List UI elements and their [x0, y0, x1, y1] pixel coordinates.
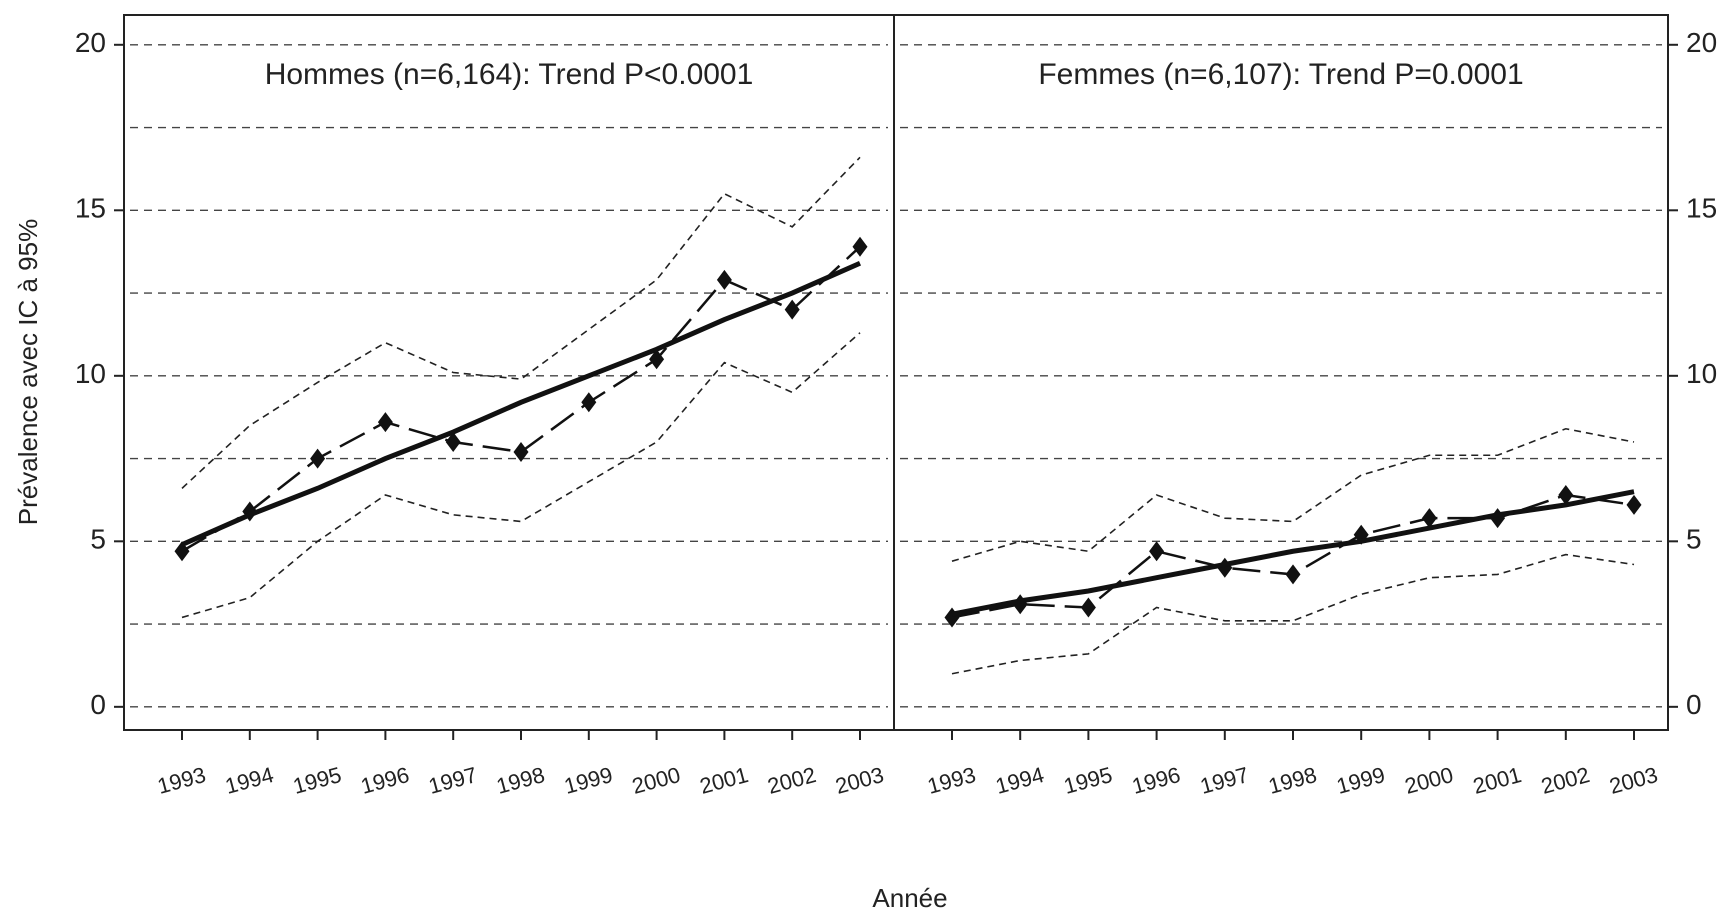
ci-line	[181, 332, 861, 619]
plot-frame	[123, 14, 1669, 731]
x-tick-label: 1993	[925, 762, 979, 799]
y-tick-label: 10	[75, 358, 106, 389]
y-tick-label: 5	[90, 524, 106, 555]
x-tick-label: 2000	[629, 762, 683, 799]
x-tick-label: 1996	[1129, 762, 1183, 799]
y-tick-label: 15	[75, 193, 106, 224]
y-tick-label: 10	[1686, 358, 1717, 389]
ci-line	[951, 553, 1635, 675]
marker	[174, 541, 190, 562]
y-tick-label: 20	[75, 27, 106, 58]
x-tick-label: 1997	[426, 762, 480, 799]
marker	[1558, 484, 1574, 505]
x-tick-label: 2000	[1402, 762, 1456, 799]
ci-line	[951, 427, 1635, 562]
y-tick-label: 0	[1686, 689, 1702, 720]
trend-line	[180, 260, 862, 547]
x-tick-label: 1998	[1266, 762, 1320, 799]
x-tick-label: 2003	[833, 762, 887, 799]
x-tick-label: 1993	[155, 762, 209, 799]
panel-title: Hommes (n=6,164): Trend P<0.0001	[265, 58, 754, 91]
x-tick-label: 2002	[1538, 762, 1592, 799]
marker	[513, 441, 529, 462]
marker	[852, 236, 868, 257]
y-tick-label: 20	[1686, 27, 1717, 58]
marker	[1285, 564, 1301, 585]
x-tick-label: 2001	[697, 762, 751, 799]
observed-line	[951, 493, 1635, 619]
x-tick-label: 1994	[993, 762, 1047, 799]
observed-line	[181, 245, 861, 553]
y-tick-label: 15	[1686, 193, 1717, 224]
marker	[649, 349, 665, 370]
x-tick-label: 2003	[1607, 762, 1661, 799]
marker	[716, 269, 732, 290]
marker	[310, 448, 326, 469]
panel-title: Femmes (n=6,107): Trend P=0.0001	[1038, 58, 1523, 91]
x-axis-label: Année	[872, 883, 947, 913]
x-tick-label: 2001	[1470, 762, 1524, 799]
marker	[1080, 597, 1096, 618]
x-tick-label: 1996	[358, 762, 412, 799]
marker	[1626, 494, 1642, 515]
trend-line	[951, 489, 1635, 617]
x-tick-label: 2002	[765, 762, 819, 799]
y-tick-label: 5	[1686, 524, 1702, 555]
marker	[581, 392, 597, 413]
x-tick-label: 1999	[1334, 762, 1388, 799]
x-tick-label: 1999	[561, 762, 615, 799]
x-tick-label: 1995	[290, 762, 344, 799]
x-tick-label: 1998	[494, 762, 548, 799]
marker	[445, 432, 461, 453]
marker	[377, 412, 393, 433]
x-tick-label: 1997	[1197, 762, 1251, 799]
marker	[1421, 508, 1437, 529]
x-tick-label: 1994	[222, 762, 276, 799]
marker	[1149, 541, 1165, 562]
marker	[1490, 508, 1506, 529]
marker	[784, 299, 800, 320]
y-tick-label: 0	[90, 689, 106, 720]
ci-line	[181, 156, 861, 489]
x-tick-label: 1995	[1061, 762, 1115, 799]
y-axis-label: Prévalence avec IC à 95%	[13, 219, 43, 525]
